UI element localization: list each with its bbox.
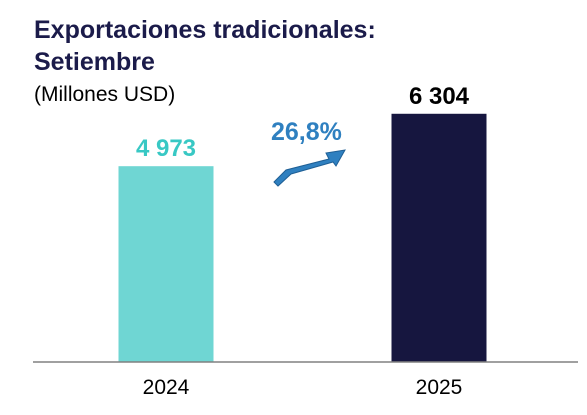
value-label-2024: 4 973	[136, 135, 196, 162]
growth-annotation: 26,8%	[271, 118, 342, 146]
x-tick-label-2025: 2025	[416, 376, 463, 399]
bar-group: 4 973 2024 6 304 2025	[118, 83, 487, 399]
growth-arrow-icon	[273, 149, 346, 187]
chart-title-line-1: Exportaciones tradicionales:	[34, 16, 376, 44]
bar-2024	[118, 166, 214, 362]
bar-2025	[391, 113, 487, 362]
chart-subtitle: (Millones USD)	[34, 83, 175, 106]
x-tick-label-2024: 2024	[143, 376, 190, 399]
chart-title-line-2: Setiembre	[34, 48, 155, 76]
value-label-2025: 6 304	[409, 83, 470, 110]
